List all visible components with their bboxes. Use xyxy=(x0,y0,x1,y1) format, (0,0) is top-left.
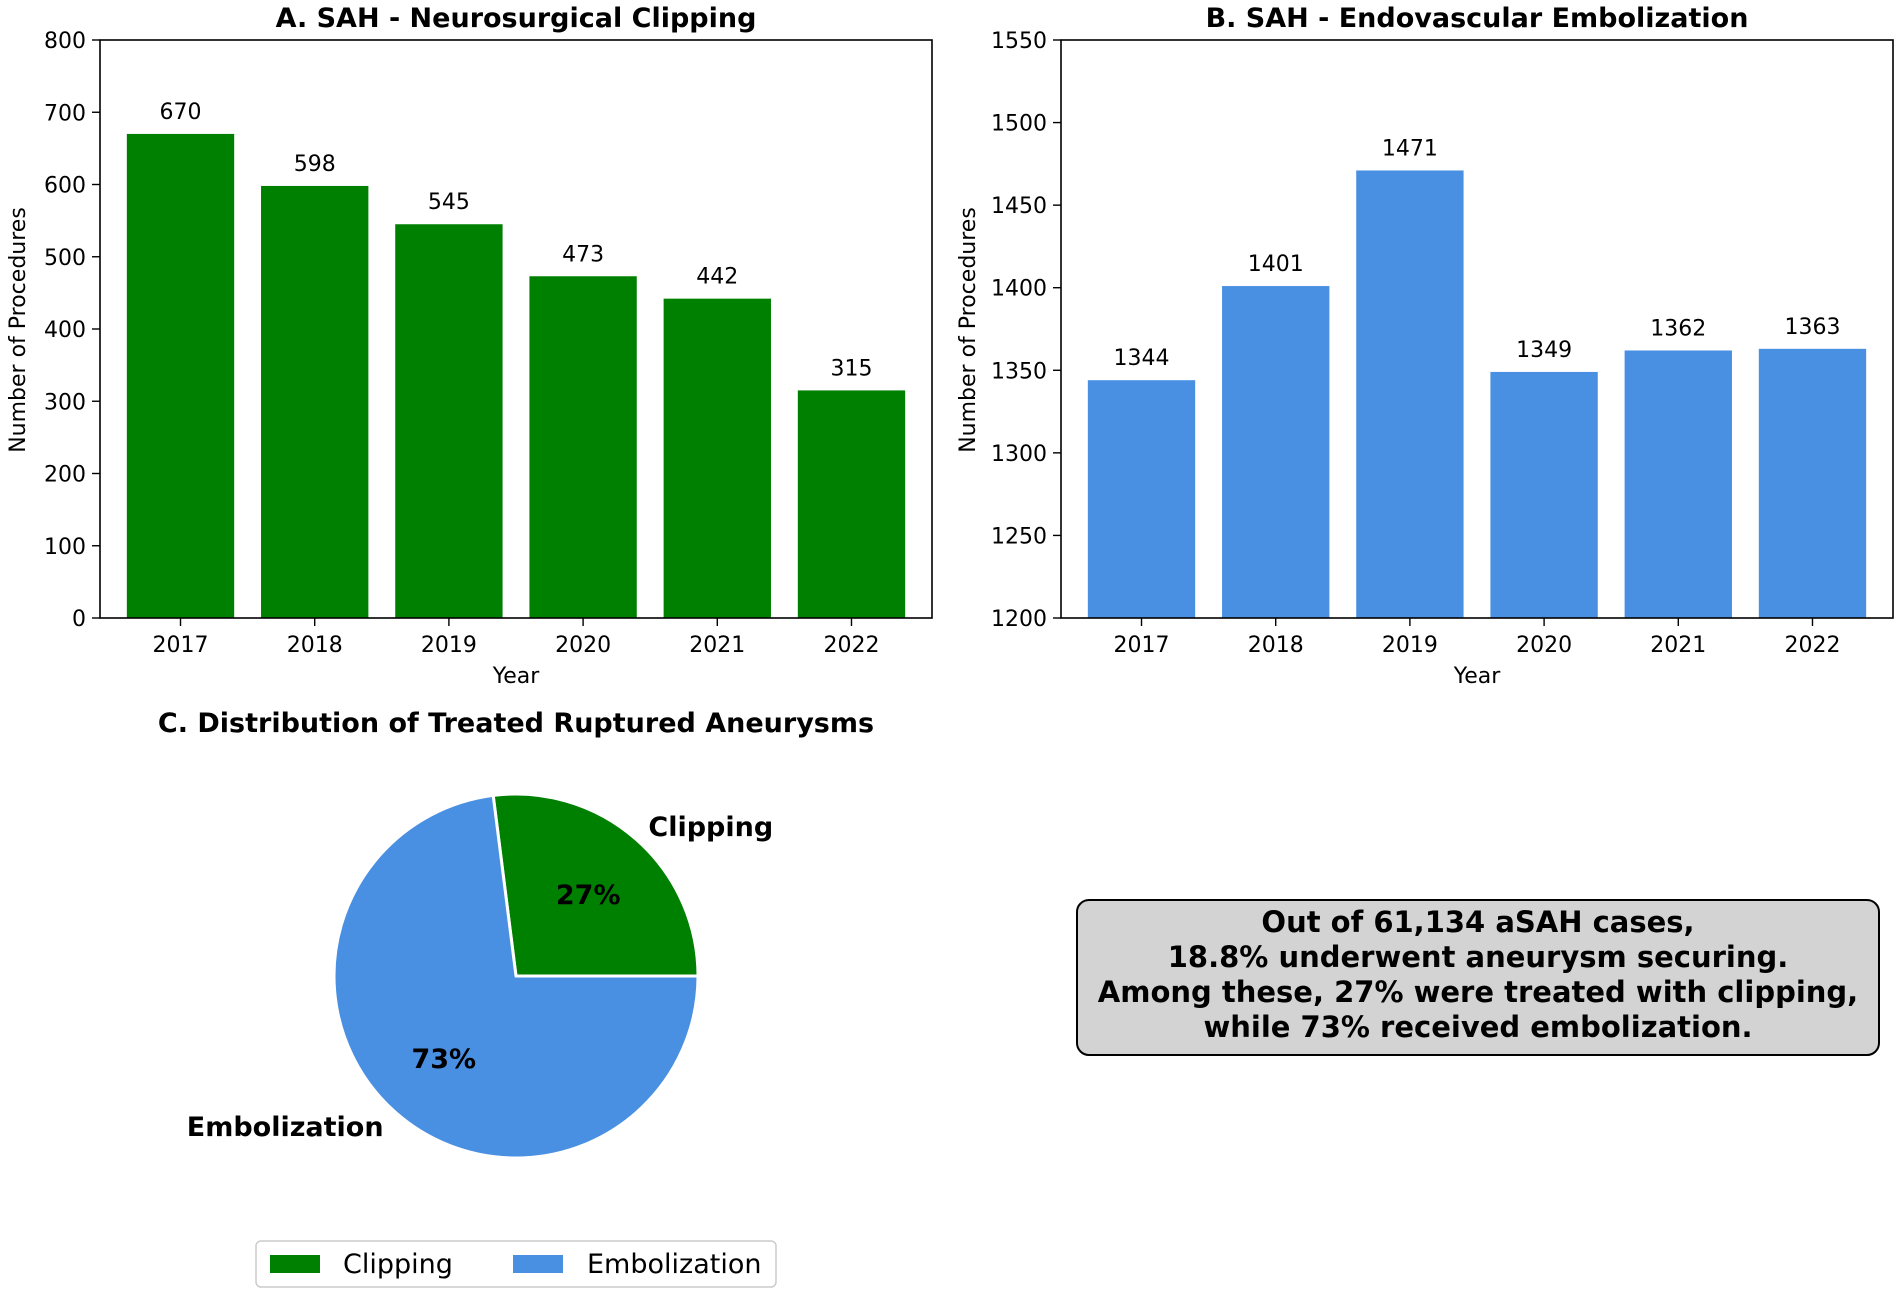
chart-b-ytick-label: 1450 xyxy=(991,194,1047,219)
chart-b-data-label: 1471 xyxy=(1382,136,1438,161)
pie-pct-clipping: 27% xyxy=(556,880,621,911)
chart-a-bar xyxy=(126,133,235,619)
chart-a-bar xyxy=(395,224,503,619)
chart-a-ylabel: Number of Procedures xyxy=(6,207,31,453)
chart-b-data-label: 1401 xyxy=(1248,252,1304,277)
chart-a-ytick-label: 600 xyxy=(44,174,86,199)
chart-b-xtick-label: 2018 xyxy=(1248,633,1304,658)
chart-b-xtick-label: 2017 xyxy=(1114,633,1170,658)
pie-label-embolization: Embolization xyxy=(187,1112,384,1143)
chart-b-bar xyxy=(1490,371,1598,618)
chart-a-data-label: 670 xyxy=(160,100,202,125)
chart-a-ytick-label: 200 xyxy=(44,463,86,488)
chart-a-data-label: 473 xyxy=(562,242,604,267)
chart-a-xlabel: Year xyxy=(492,664,541,689)
chart-b-ytick-label: 1400 xyxy=(991,277,1047,302)
summary-box: Out of 61,134 aSAH cases, 18.8% underwen… xyxy=(1076,899,1880,1056)
chart-a-data-label: 315 xyxy=(830,356,872,381)
chart-b-xtick-label: 2021 xyxy=(1650,633,1706,658)
chart-b-ytick-label: 1550 xyxy=(991,29,1047,54)
legend-swatch-clipping xyxy=(270,1255,320,1273)
summary-line-3: Among these, 27% were treated with clipp… xyxy=(1098,975,1858,1009)
chart-b-title: B. SAH - Endovascular Embolization xyxy=(1206,3,1749,34)
chart-b-embolization: B. SAH - Endovascular Embolization Year … xyxy=(956,3,1894,689)
chart-b-data-label: 1344 xyxy=(1114,346,1170,371)
chart-a-ytick-label: 500 xyxy=(44,246,86,271)
chart-c-pie: C. Distribution of Treated Ruptured Aneu… xyxy=(158,708,874,1288)
chart-b-ytick-label: 1500 xyxy=(991,112,1047,137)
chart-b-bar xyxy=(1624,350,1732,618)
pie-slice-clipping xyxy=(491,792,700,978)
chart-b-data-label: 1363 xyxy=(1784,315,1840,340)
chart-b-bars: 1200 1250 1300 1350 1400 1450 1500 1550 1344 2017… xyxy=(991,29,1867,658)
pie-chart: 27% Clipping 73% Embolization xyxy=(187,792,773,1160)
chart-a-xtick-label: 2021 xyxy=(689,633,745,658)
chart-a-xtick-label: 2018 xyxy=(287,633,343,658)
chart-b-bar xyxy=(1356,170,1464,618)
chart-b-ytick-label: 1350 xyxy=(991,359,1047,384)
legend-label-clipping: Clipping xyxy=(343,1249,453,1280)
chart-a-bars: 0 100 200 300 400 500 600 700 800 670 2017 598 2018 5… xyxy=(44,29,906,658)
chart-b-ytick-label: 1300 xyxy=(991,442,1047,467)
chart-b-data-label: 1349 xyxy=(1516,338,1572,363)
chart-b-ytick-label: 1250 xyxy=(991,524,1047,549)
chart-a-xtick-label: 2020 xyxy=(555,633,611,658)
chart-a-bar xyxy=(663,298,771,618)
summary-line-2: 18.8% underwent aneurysm securing. xyxy=(1168,940,1789,974)
pie-slice-embolization xyxy=(332,793,700,1160)
chart-b-xlabel: Year xyxy=(1453,664,1502,689)
summary-line-4: while 73% received embolization. xyxy=(1203,1010,1752,1044)
chart-b-data-label: 1362 xyxy=(1650,316,1706,341)
chart-b-xtick-label: 2022 xyxy=(1784,633,1840,658)
chart-a-xtick-label: 2022 xyxy=(823,633,879,658)
pie-pct-embolization: 73% xyxy=(411,1044,476,1075)
legend-label-embolization: Embolization xyxy=(587,1249,761,1280)
chart-a-ytick-label: 400 xyxy=(44,318,86,343)
chart-a-data-label: 442 xyxy=(696,265,738,290)
chart-a-xtick-label: 2017 xyxy=(153,633,209,658)
chart-a-ytick-label: 100 xyxy=(44,535,86,560)
chart-a-bar xyxy=(529,276,637,618)
summary-box-frame xyxy=(1076,899,1880,1056)
chart-b-frame xyxy=(1060,39,1894,619)
chart-b-bar xyxy=(1087,380,1196,618)
chart-a-ytick-label: 0 xyxy=(72,607,86,632)
chart-a-ytick-label: 700 xyxy=(44,101,86,126)
chart-a-clipping: A. SAH - Neurosurgical Clipping Year Num… xyxy=(6,3,933,689)
summary-line-1: Out of 61,134 aSAH cases, xyxy=(1261,905,1694,939)
chart-a-data-label: 545 xyxy=(428,190,470,215)
chart-b-xtick-label: 2019 xyxy=(1382,633,1438,658)
chart-a-xtick-label: 2019 xyxy=(421,633,477,658)
chart-a-data-label: 598 xyxy=(294,152,336,177)
chart-a-frame xyxy=(99,39,933,619)
legend-swatch-embolization xyxy=(513,1255,563,1273)
chart-b-ytick-label: 1200 xyxy=(991,607,1047,632)
chart-a-ytick-label: 800 xyxy=(44,29,86,54)
chart-a-ytick-label: 300 xyxy=(44,390,86,415)
chart-b-bar xyxy=(1758,348,1867,618)
chart-a-bar xyxy=(797,390,906,618)
chart-a-bar xyxy=(261,185,369,618)
pie-label-clipping: Clipping xyxy=(648,812,773,843)
chart-a-title: A. SAH - Neurosurgical Clipping xyxy=(276,3,757,34)
chart-c-title: C. Distribution of Treated Ruptured Aneu… xyxy=(158,708,874,739)
pie-legend: Clipping Embolization xyxy=(255,1240,777,1288)
chart-b-ylabel: Number of Procedures xyxy=(956,207,981,453)
chart-b-xtick-label: 2020 xyxy=(1516,633,1572,658)
chart-b-bar xyxy=(1222,286,1330,618)
